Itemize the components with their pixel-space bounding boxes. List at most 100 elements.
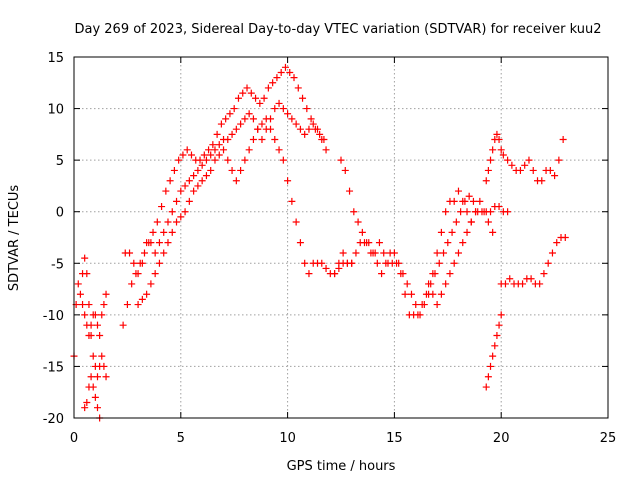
- data-point: [352, 249, 360, 257]
- data-point: [350, 208, 358, 216]
- data-point: [179, 151, 187, 159]
- data-point: [484, 166, 492, 174]
- data-point: [87, 373, 95, 381]
- data-point: [457, 208, 465, 216]
- data-point: [305, 270, 313, 278]
- data-point: [224, 156, 232, 164]
- data-point: [536, 280, 544, 288]
- data-point: [91, 393, 99, 401]
- data-point: [147, 280, 155, 288]
- data-point: [281, 63, 289, 71]
- x-tick-label: 0: [70, 431, 78, 446]
- data-point: [373, 259, 381, 267]
- data-point: [170, 166, 178, 174]
- data-point: [538, 177, 546, 185]
- data-point: [555, 156, 563, 164]
- data-point: [134, 301, 142, 309]
- data-point: [194, 182, 202, 190]
- x-axis-label: GPS time / hours: [287, 459, 396, 474]
- data-point: [437, 228, 445, 236]
- data-point: [222, 115, 230, 123]
- data-point: [79, 301, 87, 309]
- data-point: [249, 115, 257, 123]
- data-point: [200, 151, 208, 159]
- data-point: [143, 290, 151, 298]
- data-point: [288, 197, 296, 205]
- data-point: [378, 270, 386, 278]
- data-point: [489, 228, 497, 236]
- data-point: [237, 166, 245, 174]
- data-point: [83, 399, 91, 407]
- data-point: [239, 89, 247, 97]
- data-point: [307, 115, 315, 123]
- x-tick-label: 25: [600, 431, 617, 446]
- data-point: [134, 270, 142, 278]
- data-point: [228, 130, 236, 138]
- series-track-12: [497, 234, 569, 288]
- data-point: [459, 197, 467, 205]
- data-point: [318, 136, 326, 144]
- data-point: [209, 141, 217, 149]
- data-point: [260, 94, 268, 102]
- data-point: [138, 295, 146, 303]
- data-point: [149, 228, 157, 236]
- data-point: [269, 79, 277, 87]
- series-track-5: [121, 99, 330, 278]
- data-point: [446, 270, 454, 278]
- data-point: [247, 89, 255, 97]
- data-point: [81, 311, 89, 319]
- data-point: [100, 301, 108, 309]
- data-point: [491, 342, 499, 350]
- data-point: [337, 156, 345, 164]
- x-tick-label: 15: [386, 431, 403, 446]
- data-point: [173, 218, 181, 226]
- data-point: [185, 197, 193, 205]
- data-point: [309, 120, 317, 128]
- data-point: [262, 115, 270, 123]
- data-point: [472, 208, 480, 216]
- data-point: [497, 311, 505, 319]
- data-point: [553, 239, 561, 247]
- data-point: [215, 151, 223, 159]
- data-point: [516, 166, 524, 174]
- series-track-3: [81, 373, 104, 422]
- data-point: [140, 249, 148, 257]
- series-track-2: [79, 254, 110, 381]
- data-point: [403, 280, 411, 288]
- data-point: [198, 161, 206, 169]
- data-point: [226, 110, 234, 118]
- data-point: [301, 130, 309, 138]
- data-point: [465, 192, 473, 200]
- data-point: [102, 290, 110, 298]
- data-point: [444, 239, 452, 247]
- data-point: [335, 259, 343, 267]
- data-point: [89, 352, 97, 360]
- data-point: [252, 94, 260, 102]
- data-point: [249, 136, 257, 144]
- data-point: [290, 74, 298, 82]
- data-point: [160, 249, 168, 257]
- data-point: [527, 275, 535, 283]
- data-point: [440, 249, 448, 257]
- data-point: [217, 120, 225, 128]
- data-point: [495, 321, 503, 329]
- data-point: [258, 136, 266, 144]
- data-point: [501, 280, 509, 288]
- data-point: [93, 404, 101, 412]
- data-points: [70, 63, 569, 422]
- data-point: [504, 208, 512, 216]
- data-point: [155, 239, 163, 247]
- data-point: [450, 259, 458, 267]
- data-point: [454, 249, 462, 257]
- data-point: [521, 161, 529, 169]
- data-point: [151, 270, 159, 278]
- data-point: [433, 301, 441, 309]
- data-point: [211, 146, 219, 154]
- x-tick-label: 5: [177, 431, 185, 446]
- data-point: [96, 331, 104, 339]
- data-point: [190, 187, 198, 195]
- data-point: [407, 290, 415, 298]
- data-point: [390, 249, 398, 257]
- data-point: [267, 125, 275, 133]
- data-point: [89, 383, 97, 391]
